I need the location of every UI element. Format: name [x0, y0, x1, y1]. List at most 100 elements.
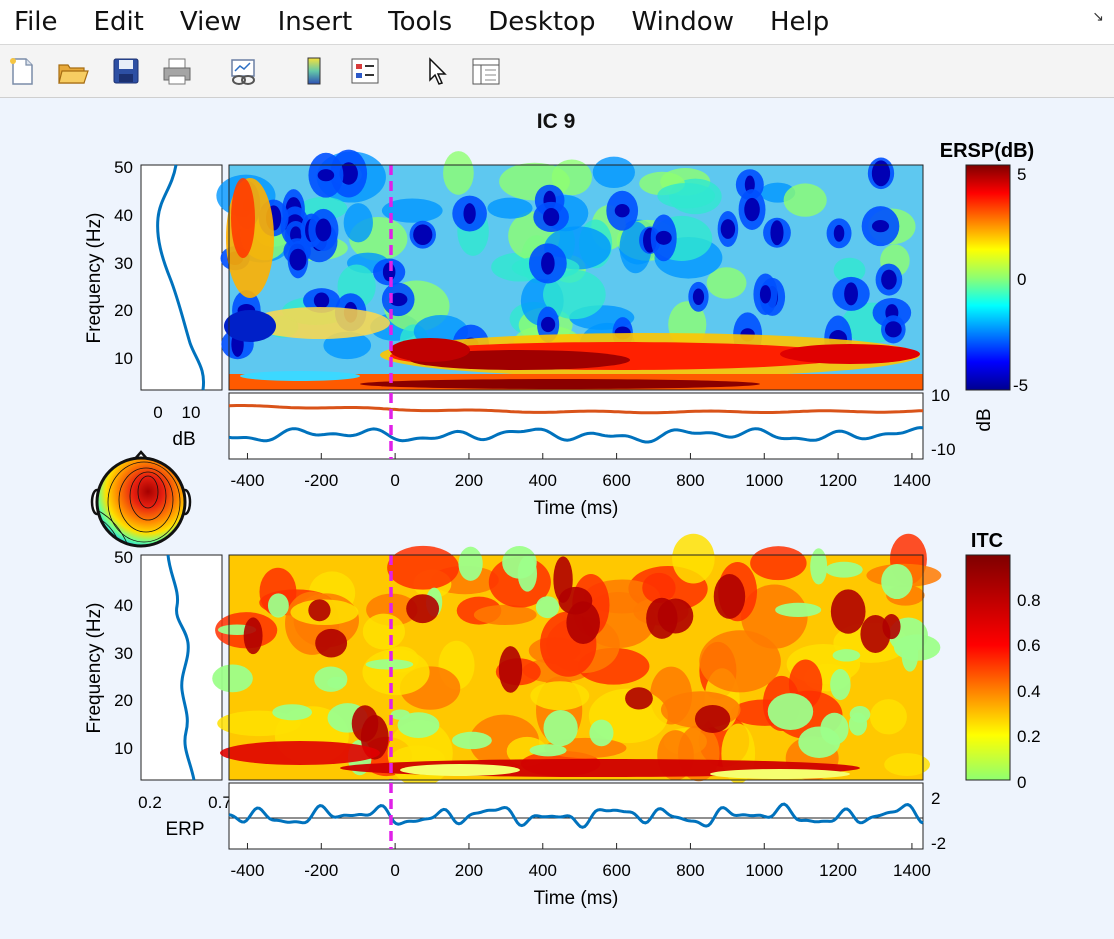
- xtick-label-5: 600: [602, 471, 630, 490]
- menu-help[interactable]: Help: [769, 7, 830, 37]
- colorbar-icon[interactable]: [297, 54, 331, 88]
- save-icon[interactable]: [109, 54, 143, 88]
- menu-view[interactable]: View: [179, 7, 242, 37]
- ersp-ytick-1: 40: [114, 206, 133, 225]
- xtick-label-4: 400: [529, 471, 557, 490]
- print-icon[interactable]: [160, 54, 194, 88]
- itc-ytick-3: 20: [114, 691, 133, 710]
- heatmap-blob: [881, 563, 913, 600]
- itc-side-xlabel: ERP: [165, 819, 204, 840]
- heatmap-blob: [692, 288, 705, 306]
- heatmap-blob: [694, 704, 731, 733]
- heatmap-blob: [231, 178, 255, 258]
- menu-insert[interactable]: Insert: [277, 7, 353, 37]
- heatmap-blob: [543, 207, 560, 227]
- xtick-label-7: 1000: [745, 471, 783, 490]
- ersp-colorbar: ERSP(dB) 5 0 -5: [940, 140, 1034, 395]
- heatmap-blob: [443, 151, 474, 195]
- new-figure-icon[interactable]: [5, 54, 39, 88]
- itc-ytick-4: 10: [114, 739, 133, 758]
- heatmap-blob: [871, 220, 890, 233]
- heatmap-blob: [860, 615, 891, 653]
- heatmap-blob: [849, 706, 871, 723]
- ersp-timecourse-plot: 10 -10 dB: [228, 386, 995, 460]
- heatmap-blob: [869, 699, 907, 735]
- heatmap-blob: [390, 338, 470, 362]
- menu-file[interactable]: File: [14, 7, 58, 37]
- ersp-side-xtick-1: 10: [182, 403, 201, 422]
- heatmap-blob: [884, 321, 902, 338]
- heatmap-blob: [400, 764, 520, 776]
- figure-canvas: IC 9 0 10 dB 50 40 30 20 10 Frequency (H…: [84, 110, 1041, 909]
- ersp-ytick-3: 20: [114, 301, 133, 320]
- itc-colorbar: ITC 0.8 0.6 0.4 0.2 0: [965, 530, 1041, 792]
- itc-side-xtick-1: 0.7: [208, 793, 232, 812]
- heatmap-blob: [614, 204, 630, 218]
- menu-desktop[interactable]: Desktop: [488, 7, 596, 37]
- xtick-label-4: 400: [529, 861, 557, 880]
- erp-plot: 2 -2: [228, 782, 946, 853]
- ersp-ytick-2: 30: [114, 254, 133, 273]
- itc-ytick-1: 40: [114, 596, 133, 615]
- itc-ytick-0: 50: [114, 548, 133, 567]
- menu-tools[interactable]: Tools: [388, 7, 453, 37]
- ersp-yaxis: 50 40 30 20 10 Frequency (Hz): [84, 158, 133, 368]
- xtick-label-0: -400: [230, 861, 264, 880]
- heatmap-blob: [224, 310, 276, 342]
- heatmap-blob: [308, 599, 331, 622]
- heatmap-blob: [744, 197, 760, 222]
- legend-icon[interactable]: [348, 54, 382, 88]
- heatmap-blob: [770, 220, 784, 246]
- heatmap-blob: [535, 596, 560, 619]
- heatmap-blob: [881, 269, 897, 290]
- ersp-cbar-tick-0: 5: [1017, 165, 1026, 184]
- heatmap-blob: [543, 269, 606, 320]
- heatmap-blob: [833, 257, 866, 283]
- heatmap-blob: [406, 594, 440, 624]
- xtick-label-8: 1200: [819, 471, 857, 490]
- heatmap-blob: [272, 704, 313, 721]
- heatmap-blob: [327, 676, 347, 689]
- ersp-side-xtick-0: 0: [153, 403, 162, 422]
- heatmap-blob: [362, 649, 430, 696]
- link-plot-icon[interactable]: [227, 54, 261, 88]
- ersp-ylabel: Frequency (Hz): [84, 213, 105, 344]
- heatmap-blob: [541, 252, 555, 275]
- xtick-label-9: 1400: [893, 471, 931, 490]
- ersp-min-line: [228, 426, 924, 444]
- xtick-label-2: 0: [390, 861, 399, 880]
- heatmap-blob: [243, 617, 263, 655]
- erp-xaxis: -400 -200 0 200 400 600 800 1000 1200 1400: [230, 843, 931, 880]
- menu-edit[interactable]: Edit: [93, 7, 144, 37]
- toolbar: [0, 45, 1114, 98]
- heatmap-blob: [360, 379, 760, 389]
- property-inspector-icon[interactable]: [469, 54, 503, 88]
- heatmap-blob: [642, 572, 676, 604]
- figure-area: IC 9 0 10 dB 50 40 30 20 10 Frequency (H…: [0, 98, 1114, 934]
- heatmap-blob: [343, 203, 373, 243]
- heatmap-blob: [832, 649, 861, 662]
- menu-window[interactable]: Window: [631, 7, 734, 37]
- erp-line: [228, 802, 924, 829]
- open-file-icon[interactable]: [56, 54, 90, 88]
- heatmap-blob: [713, 574, 746, 619]
- itc-side-xtick-0: 0.2: [138, 793, 162, 812]
- heatmap-blob: [759, 285, 771, 304]
- heatmap-blob: [487, 197, 533, 219]
- heatmap-blob: [339, 162, 358, 185]
- heatmap-blob: [389, 292, 408, 307]
- xtick-label-1: -200: [304, 471, 338, 490]
- heatmap-blob: [362, 613, 406, 650]
- edit-plot-arrow-icon[interactable]: [420, 54, 454, 88]
- ersp-ytick-4: 10: [114, 349, 133, 368]
- heatmap-blob: [901, 637, 919, 672]
- heatmap-blob: [543, 709, 578, 747]
- ersp-side-plot: 0 10 dB: [140, 164, 223, 450]
- heatmap-blob: [553, 556, 573, 603]
- heatmap-blob: [413, 224, 433, 246]
- itc-ylabel: Frequency (Hz): [84, 603, 105, 734]
- itc-side-plot: 0.2 0.7 ERP: [138, 554, 232, 840]
- heatmap-blob: [706, 267, 747, 299]
- dock-arrow-icon[interactable]: ↘: [1092, 8, 1104, 24]
- xtick-label-9: 1400: [893, 861, 931, 880]
